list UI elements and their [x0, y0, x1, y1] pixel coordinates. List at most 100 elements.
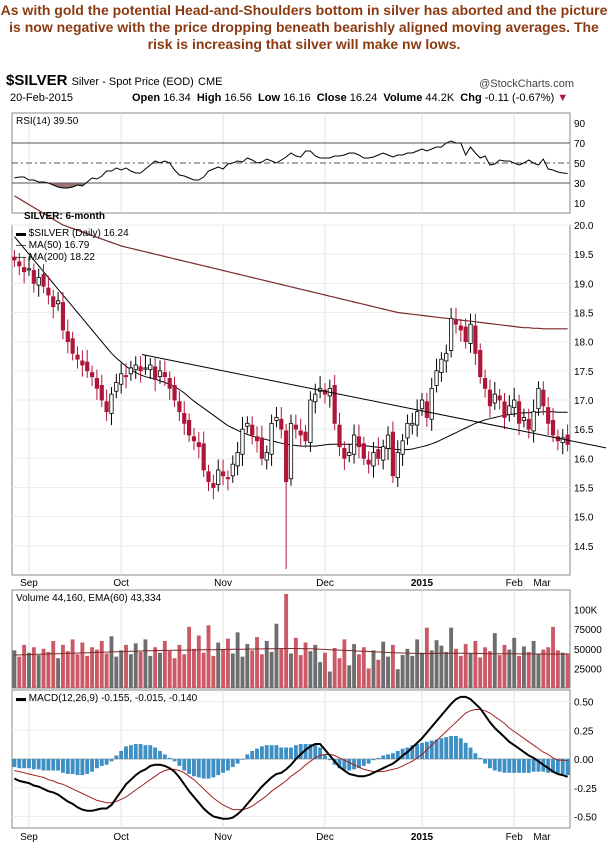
candle-body	[410, 422, 415, 426]
candle-body	[230, 463, 235, 477]
macd-histogram-bar	[327, 759, 332, 761]
macd-histogram-bar	[259, 746, 264, 759]
macd-histogram-bar	[386, 754, 390, 759]
macd-histogram-bar	[104, 759, 109, 765]
macd-histogram-bar	[269, 745, 274, 759]
macd-histogram-bar	[298, 744, 303, 759]
volume-bar	[483, 647, 488, 688]
candle-body	[172, 385, 177, 401]
volume-bar	[531, 640, 536, 688]
candle-body	[400, 440, 405, 455]
candle-body	[385, 434, 391, 449]
candle-body	[148, 364, 153, 371]
price-y-tick-19.0: 19.0	[574, 279, 594, 290]
macd-histogram-bar	[162, 754, 167, 759]
macd-y-tick-0.25: 0.25	[574, 726, 594, 737]
low-value: 16.16	[283, 92, 311, 104]
macd-histogram-bar	[240, 759, 245, 760]
macd-histogram-bar	[196, 759, 201, 778]
volume-bar	[284, 593, 289, 688]
macd-histogram-bar	[289, 747, 293, 759]
macd-histogram-bar	[182, 759, 187, 771]
macd-histogram-bar	[342, 759, 347, 770]
macd-histogram-bar	[114, 755, 119, 759]
candle-body	[75, 354, 80, 360]
volume-bar	[279, 648, 284, 688]
macd-histogram-bar	[216, 759, 221, 776]
candle-body	[337, 424, 342, 448]
volume-bar	[80, 642, 85, 688]
candle-body	[206, 471, 211, 483]
macd-histogram-bar	[390, 753, 395, 759]
candle-body	[482, 378, 488, 389]
volume-bar	[245, 644, 250, 688]
down-arrow-icon: ▼	[557, 92, 569, 104]
chart-header-symbol: $SILVER Silver - Spot Price (EOD) CME	[6, 72, 222, 89]
candle-body	[424, 401, 429, 418]
open-value: 16.34	[163, 92, 191, 104]
macd-histogram-bar	[376, 757, 381, 759]
open-label: Open	[132, 92, 161, 104]
macd-histogram-bar	[410, 745, 415, 759]
candle-body	[405, 422, 410, 439]
macd-histogram-bar	[546, 759, 551, 773]
candle-body	[216, 469, 221, 485]
candle-body	[512, 399, 517, 408]
price-x-tick-Sep: Sep	[20, 578, 38, 589]
price-y-tick-19.5: 19.5	[574, 250, 594, 261]
macd-histogram-bar	[521, 759, 526, 773]
volume-bar	[259, 654, 264, 688]
candle-body	[225, 477, 231, 480]
macd-histogram-bar	[124, 746, 128, 759]
volume-bar	[293, 637, 298, 688]
macd-histogram-bar	[439, 738, 444, 759]
volume-bar	[560, 652, 565, 688]
volume-bar	[206, 625, 211, 688]
source-credit[interactable]: @StockCharts.com	[479, 78, 574, 90]
macd-histogram-bar	[148, 745, 153, 759]
volume-bar	[99, 640, 104, 688]
candle-body	[419, 399, 425, 410]
volume-bar	[46, 651, 51, 688]
volume-bar	[264, 640, 269, 688]
volume-bar	[153, 647, 158, 688]
volume-bar	[274, 623, 279, 688]
volume-bar	[487, 651, 492, 688]
candle-body	[356, 436, 362, 448]
chg-label: Chg	[460, 92, 482, 104]
volume-bar	[541, 649, 546, 688]
candle-body	[70, 338, 75, 354]
candle-body	[487, 389, 493, 407]
volume-bar	[371, 650, 376, 688]
candle-body	[458, 325, 463, 331]
volume-bar	[361, 647, 366, 688]
macd-histogram-bar	[46, 759, 51, 771]
macd-histogram-bar	[221, 759, 226, 773]
volume-bar	[366, 668, 371, 688]
ohlc-readout: Open 16.34 High 16.56 Low 16.16 Close 16…	[132, 92, 568, 104]
macd-histogram-bar	[167, 757, 172, 759]
volume-bar	[70, 639, 75, 688]
candle-body	[371, 452, 376, 467]
candle-body	[109, 393, 114, 414]
volume-bar	[119, 650, 124, 688]
macd-histogram-bar	[143, 745, 148, 759]
macd-histogram-bar	[323, 754, 327, 759]
macd-histogram-bar	[255, 748, 259, 759]
volume-bar	[124, 644, 128, 688]
candle-body	[254, 436, 260, 442]
close-label: Close	[316, 92, 347, 104]
candle-body	[162, 372, 167, 378]
high-label: High	[196, 92, 222, 104]
volume-bar	[90, 647, 95, 688]
macd-histogram-bar	[473, 753, 478, 759]
volume-value: 44.2K	[425, 92, 455, 104]
candle-body	[65, 331, 70, 343]
candle-body	[313, 393, 318, 403]
price-y-tick-15.0: 15.0	[574, 513, 594, 524]
volume-bar	[454, 648, 458, 688]
volume-bar	[12, 650, 17, 688]
macd-histogram-bar	[415, 744, 420, 759]
volume-bar	[187, 626, 192, 688]
candle-body	[347, 452, 352, 456]
